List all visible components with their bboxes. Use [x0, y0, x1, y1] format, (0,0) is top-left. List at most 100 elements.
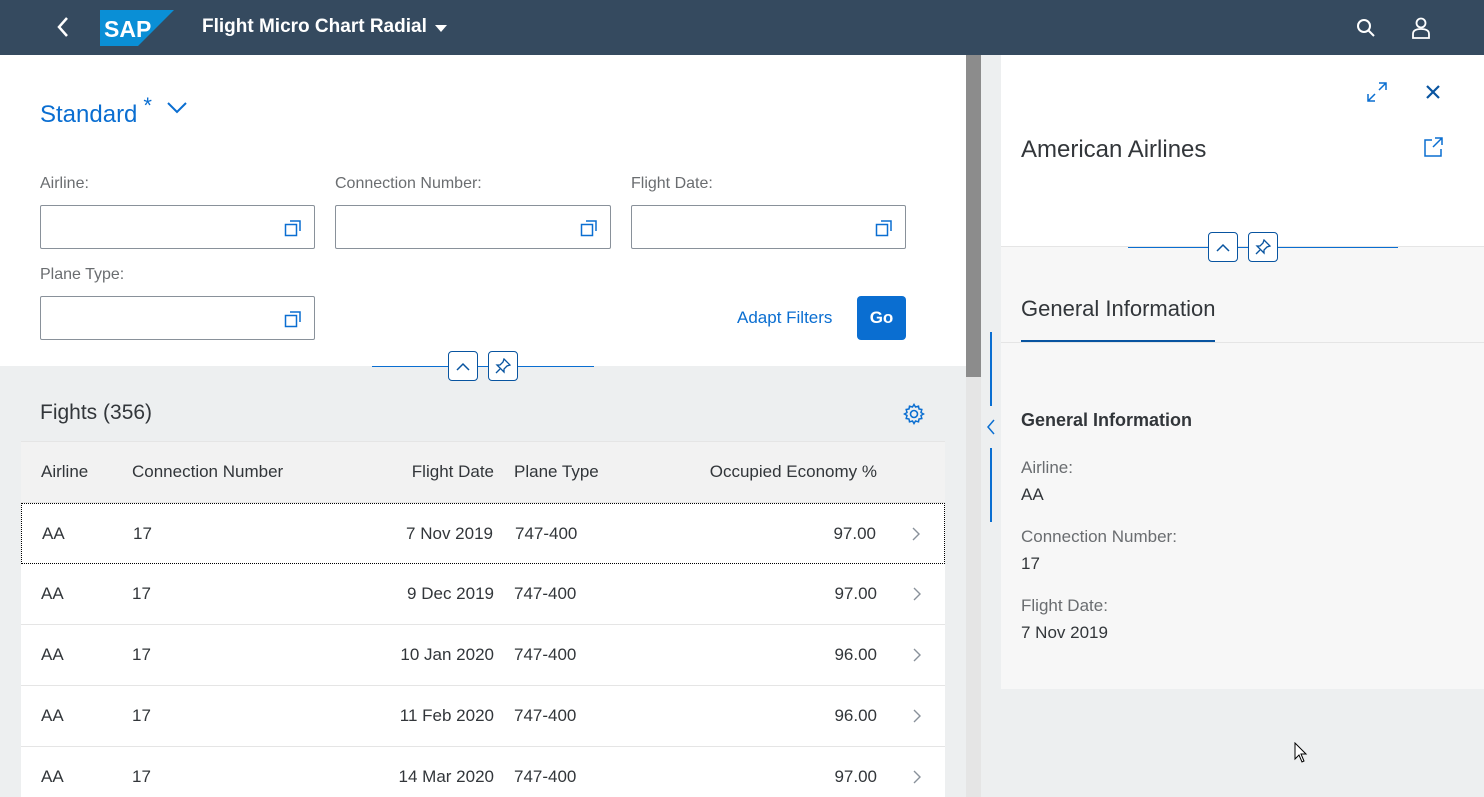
row-navigation-icon[interactable]: [913, 769, 921, 789]
plane-type-filter-label: Plane Type:: [40, 266, 125, 283]
airline-label: Airline:: [1021, 458, 1073, 477]
flight-date-filter-label: Flight Date:: [631, 175, 713, 192]
go-button[interactable]: Go: [857, 296, 906, 340]
person-icon: [1412, 17, 1430, 39]
table-settings-button[interactable]: [902, 402, 926, 426]
object-page-header: American Airlines: [1001, 55, 1484, 247]
shell-bar: SAP Flight Micro Chart Radial: [0, 0, 1484, 55]
cell-airline: AA: [41, 645, 64, 664]
table-row[interactable]: AA 17 14 Mar 2020 747-400 97.00: [21, 747, 945, 797]
value-help-icon[interactable]: [875, 219, 893, 237]
back-button[interactable]: [48, 12, 78, 42]
share-button[interactable]: [1420, 134, 1446, 160]
column-header-plane-type[interactable]: Plane Type: [514, 462, 599, 481]
cell-flight-date: 9 Dec 2019: [407, 584, 494, 603]
cell-flight-date: 11 Feb 2020: [399, 706, 494, 725]
tab-general-information[interactable]: General Information: [1021, 296, 1216, 342]
variant-modified-marker: *: [143, 93, 152, 118]
pin-icon: [495, 358, 511, 374]
search-button[interactable]: [1352, 14, 1380, 42]
row-navigation-icon[interactable]: [913, 586, 921, 606]
splitter-collapse-button[interactable]: [984, 417, 998, 437]
cell-plane-type: 747-400: [514, 645, 577, 664]
airline-filter-input[interactable]: [40, 205, 315, 249]
cell-plane-type: 747-400: [515, 524, 578, 543]
anchor-bar: General Information: [1001, 285, 1484, 343]
chevron-left-icon: [987, 419, 995, 435]
cell-airline: AA: [41, 767, 64, 786]
cell-connection-number: 17: [132, 767, 151, 786]
column-header-occupied-economy[interactable]: Occupied Economy %: [709, 462, 877, 481]
cell-flight-date: 10 Jan 2020: [400, 645, 494, 664]
pin-icon: [1255, 239, 1271, 255]
pin-object-header-button[interactable]: [1248, 232, 1278, 262]
collapse-object-header-button[interactable]: [1208, 232, 1238, 262]
cell-occupied-economy: 96.00: [834, 645, 877, 664]
filter-bar: Standard * Airline: Connection Number: F…: [0, 55, 966, 366]
flight-date-filter-input[interactable]: [631, 205, 906, 249]
row-navigation-icon[interactable]: [913, 708, 921, 728]
table-header-row: Airline Connection Number Flight Date Pl…: [21, 441, 945, 503]
close-icon: [1426, 85, 1440, 99]
chevron-up-icon: [1216, 243, 1230, 252]
pin-header-button[interactable]: [488, 351, 518, 381]
flight-date-value: 7 Nov 2019: [1021, 623, 1108, 642]
cell-flight-date: 14 Mar 2020: [398, 767, 494, 786]
splitter-bar-top[interactable]: [990, 332, 992, 406]
cell-airline: AA: [41, 584, 64, 603]
pointer-cursor-icon: [1294, 741, 1308, 763]
table-row[interactable]: AA 17 7 Nov 2019 747-400 97.00: [21, 503, 945, 564]
table-row[interactable]: AA 17 10 Jan 2020 747-400 96.00: [21, 625, 945, 686]
adapt-filters-link[interactable]: Adapt Filters: [737, 308, 833, 327]
table-row[interactable]: AA 17 9 Dec 2019 747-400 97.00: [21, 564, 945, 625]
close-button[interactable]: [1420, 79, 1446, 105]
section-title: General Information: [1021, 410, 1193, 430]
cell-occupied-economy: 97.00: [834, 584, 877, 603]
airline-filter-label: Airline:: [40, 175, 89, 192]
cell-connection-number: 17: [132, 584, 151, 603]
back-arrow-icon: [57, 17, 68, 37]
airline-value: AA: [1021, 485, 1044, 504]
value-help-icon[interactable]: [580, 219, 598, 237]
collapse-header-button[interactable]: [448, 351, 478, 381]
row-navigation-icon[interactable]: [912, 526, 920, 546]
cell-plane-type: 747-400: [514, 584, 577, 603]
variant-name: Standard: [40, 101, 138, 128]
gear-icon: [903, 403, 925, 425]
column-header-connection-number[interactable]: Connection Number: [132, 462, 284, 481]
cell-connection-number: 17: [132, 706, 151, 725]
connection-number-value: 17: [1021, 554, 1040, 573]
value-help-icon[interactable]: [284, 310, 302, 328]
connection-filter-input[interactable]: [335, 205, 611, 249]
column-header-airline[interactable]: Airline: [41, 462, 89, 481]
connection-number-label: Connection Number:: [1021, 527, 1177, 546]
cell-airline: AA: [41, 706, 64, 725]
object-page: American Airlines General Information Ge…: [1001, 55, 1484, 689]
cell-occupied-economy: 96.00: [834, 706, 877, 725]
scrollbar-thumb[interactable]: [966, 55, 981, 377]
chevron-down-icon: [167, 102, 187, 114]
value-help-icon[interactable]: [284, 219, 302, 237]
cell-plane-type: 747-400: [514, 706, 577, 725]
column-header-flight-date[interactable]: Flight Date: [411, 462, 494, 481]
variant-management[interactable]: Standard *: [40, 93, 188, 129]
row-navigation-icon[interactable]: [913, 647, 921, 667]
expand-icon: [1367, 82, 1387, 102]
plane-type-filter-input[interactable]: [40, 296, 315, 340]
vertical-scrollbar[interactable]: [966, 55, 981, 797]
logo-text: SAP: [104, 16, 151, 42]
user-profile-button[interactable]: [1407, 14, 1435, 42]
caret-down-icon: [434, 24, 447, 32]
cell-occupied-economy: 97.00: [834, 767, 877, 786]
flight-date-label: Flight Date:: [1021, 596, 1108, 615]
sap-logo: SAP: [100, 10, 174, 46]
full-screen-button[interactable]: [1364, 79, 1390, 105]
app-title-menu[interactable]: Flight Micro Chart Radial: [202, 16, 447, 38]
cell-airline: AA: [42, 524, 65, 543]
table-row[interactable]: AA 17 11 Feb 2020 747-400 96.00: [21, 686, 945, 747]
splitter-bar-bottom[interactable]: [990, 448, 992, 522]
chevron-up-icon: [456, 362, 470, 371]
cell-connection-number: 17: [132, 645, 151, 664]
app-title: Flight Micro Chart Radial: [202, 16, 427, 37]
mouse-cursor: [1294, 741, 1308, 769]
